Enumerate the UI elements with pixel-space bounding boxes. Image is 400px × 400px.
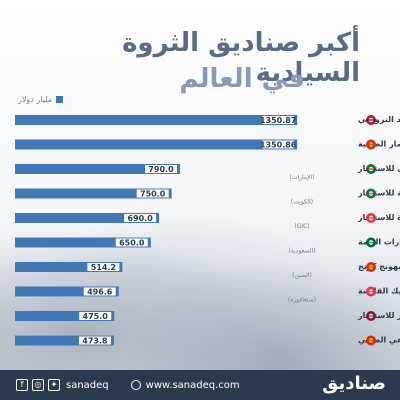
bar-chart: 1350.87 صندوق التقاعد النرويجي 1350.86 مؤسس… bbox=[15, 115, 400, 346]
category-label: جهاز أبو ظبي للاستثمار bbox=[357, 163, 400, 173]
category-label: جهاز قطر للاستثمار bbox=[357, 311, 400, 320]
value-box bbox=[262, 140, 295, 149]
value-box bbox=[124, 214, 157, 222]
flag-stripe bbox=[366, 143, 376, 146]
bar bbox=[15, 139, 298, 150]
flag-stripe bbox=[366, 290, 376, 293]
value-label: 496.6 bbox=[87, 288, 113, 297]
unit-label: مليار دولار bbox=[18, 95, 53, 104]
value-label: 690.0 bbox=[127, 214, 153, 223]
category-label: شركة حكومة سنغافورة للاستثمار bbox=[357, 213, 400, 222]
bar bbox=[15, 286, 119, 297]
category-sublabel: (الصين) bbox=[292, 272, 312, 279]
legend-swatch bbox=[56, 96, 64, 103]
category-label: صندوق مؤسسة النقد بهونج كونج bbox=[358, 262, 400, 271]
value-label: 475.0 bbox=[83, 312, 109, 321]
footer-bar: f ◎ ✦ sanadeq www.sanadeq.com صناديق bbox=[0, 370, 400, 400]
bar bbox=[15, 213, 160, 223]
flag-stripe bbox=[366, 315, 376, 317]
flag-stripe bbox=[366, 168, 376, 170]
value-label: 514.2 bbox=[91, 263, 116, 272]
value-label: 750.0 bbox=[140, 190, 166, 199]
instagram-icon[interactable]: ◎ bbox=[32, 379, 44, 391]
category-sublabel: (GIC) bbox=[294, 223, 309, 230]
bar bbox=[15, 311, 115, 321]
value-box bbox=[78, 336, 111, 345]
category-label: مؤسسة الاستثمار الصينية bbox=[358, 140, 400, 149]
bar bbox=[15, 164, 181, 174]
twitter-icon[interactable]: ✦ bbox=[48, 379, 60, 391]
bar bbox=[15, 262, 123, 272]
chart-title: أكبر صناديق الثروة السيادية bbox=[122, 28, 360, 88]
website-url: www.sanadeq.com bbox=[145, 379, 240, 391]
value-box bbox=[79, 312, 112, 320]
brand-logo: صناديق bbox=[322, 373, 386, 394]
bar bbox=[15, 335, 114, 346]
social-handle[interactable]: sanadeq bbox=[66, 379, 109, 391]
bar bbox=[15, 237, 151, 248]
category-sublabel: (الكويت) bbox=[291, 199, 313, 206]
value-box bbox=[262, 116, 295, 124]
value-label: 790.0 bbox=[148, 165, 174, 174]
social-icons: f ◎ ✦ bbox=[16, 379, 60, 391]
value-box bbox=[83, 287, 116, 296]
category-label: صندوق الضمان الاجتماعي الصيني bbox=[358, 336, 400, 345]
flag-stripe bbox=[366, 119, 376, 121]
category-label: صندوق الاستثمارات العامة bbox=[358, 238, 400, 247]
flag-stripe bbox=[366, 266, 376, 268]
value-label: 473.8 bbox=[82, 337, 108, 346]
category-label: صندوق التقاعد النرويجي bbox=[358, 115, 400, 124]
bar bbox=[15, 115, 298, 125]
category-sublabel: (سنغافورة) bbox=[288, 297, 316, 304]
value-box bbox=[136, 189, 169, 198]
flag-stripe bbox=[366, 339, 376, 342]
bar bbox=[15, 188, 172, 199]
value-label: 650.0 bbox=[119, 239, 145, 248]
flag-stripe bbox=[366, 217, 376, 219]
value-label: 1350.87 bbox=[260, 116, 296, 125]
value-box bbox=[115, 238, 148, 247]
globe-icon bbox=[130, 380, 141, 390]
value-label: 1350.86 bbox=[260, 141, 297, 150]
website-link[interactable]: www.sanadeq.com bbox=[130, 379, 240, 391]
category-sublabel: (الإمارات) bbox=[289, 174, 314, 181]
value-box bbox=[145, 165, 178, 173]
flag-stripe bbox=[366, 241, 376, 244]
category-label: تماسيك القابضة bbox=[358, 287, 400, 296]
flag-stripe bbox=[366, 192, 376, 195]
chart-subtitle: في العالم bbox=[179, 64, 305, 94]
category-label: الهيئة العامة للاستثمار bbox=[357, 189, 400, 198]
category-sublabel: (السعودية) bbox=[288, 248, 315, 255]
unit-legend: مليار دولار bbox=[18, 95, 64, 104]
facebook-icon[interactable]: f bbox=[16, 379, 28, 391]
value-box bbox=[87, 263, 120, 271]
